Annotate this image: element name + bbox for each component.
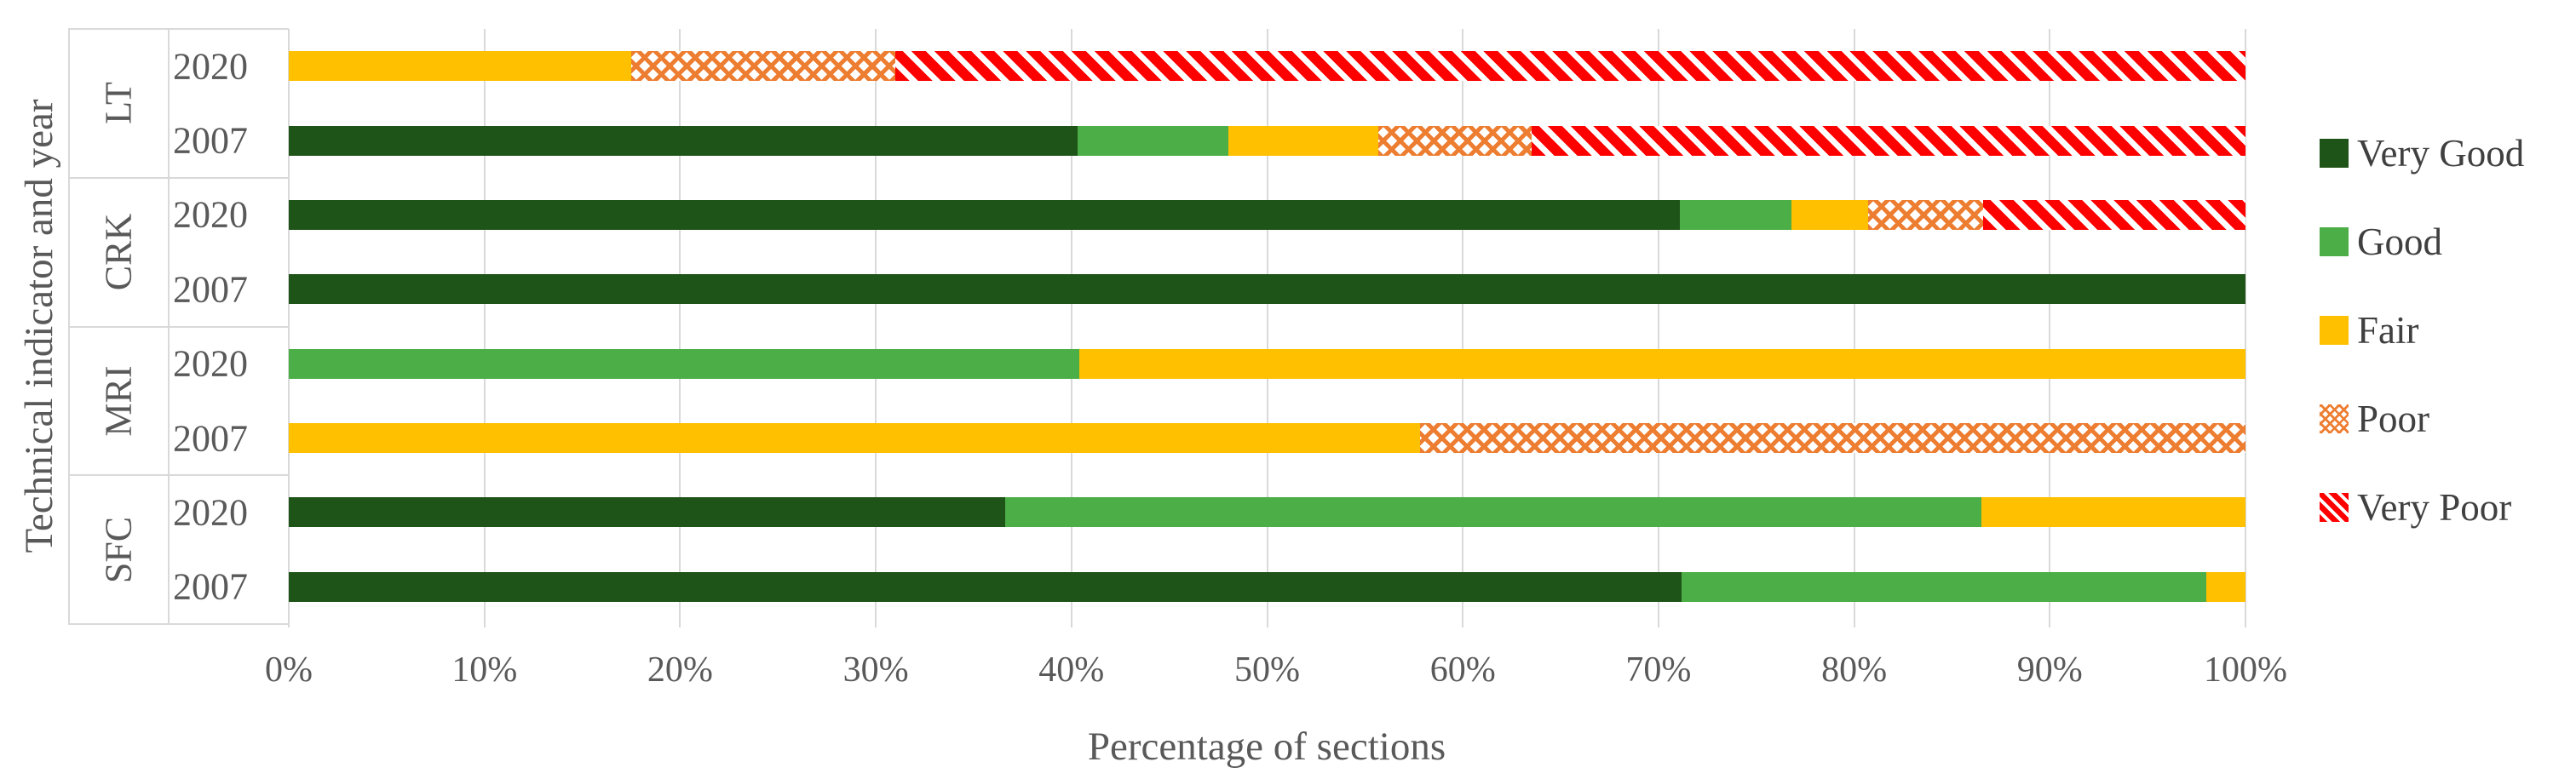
year-label: 2007 <box>173 417 248 460</box>
segment-good <box>1680 199 1792 230</box>
gridline-10% <box>483 29 486 627</box>
bar-MRI-2020 <box>289 348 2245 379</box>
bar-SFC-2007 <box>289 571 2245 602</box>
x-tick-label-50%: 50% <box>1234 650 1300 690</box>
gridline-90% <box>2049 29 2051 627</box>
y-axis-title: Technical indicator and year <box>17 99 61 553</box>
segment-fair <box>2206 571 2245 602</box>
bar-CRK-2020 <box>289 199 2245 230</box>
segment-very_good <box>289 274 2245 305</box>
category-table-border-horizontal <box>68 176 289 179</box>
segment-very_poor <box>1983 199 2245 230</box>
very-good-swatch-icon <box>2320 139 2349 168</box>
gridline-0% <box>288 29 290 627</box>
segment-good <box>1077 125 1228 156</box>
legend-item-fair: Fair <box>2320 308 2419 352</box>
x-tick-label-60%: 60% <box>1429 650 1496 690</box>
year-label: 2020 <box>173 193 248 236</box>
category-table-border-horizontal <box>68 28 289 30</box>
poor-swatch-icon <box>2320 404 2349 433</box>
year-label: 2020 <box>173 491 248 534</box>
good-swatch-icon <box>2320 227 2349 256</box>
x-tick-label-40%: 40% <box>1038 650 1105 690</box>
segment-fair <box>289 423 1420 454</box>
segment-poor <box>1378 125 1532 156</box>
gridline-100% <box>2245 29 2246 627</box>
gridline-20% <box>679 29 681 627</box>
very-poor-swatch-icon <box>2320 493 2349 522</box>
segment-very_poor <box>1531 125 2245 156</box>
x-tick-label-30%: 30% <box>842 650 909 690</box>
x-axis-title: Percentage of sections <box>1087 725 1446 769</box>
category-table-border-horizontal <box>68 325 289 328</box>
group-label-CRK: CRK <box>97 213 140 291</box>
fair-swatch-icon <box>2320 316 2349 345</box>
segment-very_good <box>289 125 1078 156</box>
legend-item-good: Good <box>2320 220 2442 264</box>
gridline-60% <box>1462 29 1464 627</box>
legend-label: Good <box>2357 221 2442 263</box>
segment-fair <box>1981 497 2245 528</box>
legend-label: Very Poor <box>2357 486 2512 529</box>
x-tick-label-0%: 0% <box>265 650 313 690</box>
year-label: 2020 <box>173 342 248 385</box>
bar-MRI-2007 <box>289 423 2245 454</box>
group-label-MRI: MRI <box>97 365 140 437</box>
gridline-30% <box>875 29 877 627</box>
segment-poor <box>1419 423 2245 454</box>
legend-label: Poor <box>2357 398 2430 440</box>
segment-very_poor <box>895 51 2245 82</box>
year-label: 2007 <box>173 119 248 162</box>
legend-item-very_poor: Very Poor <box>2320 485 2511 530</box>
category-table-border-horizontal <box>68 474 289 477</box>
segment-good <box>1004 497 1981 528</box>
legend-item-very_good: Very Good <box>2320 131 2524 175</box>
segment-fair <box>1228 125 1379 156</box>
group-label-SFC: SFC <box>97 516 140 583</box>
category-table-border-horizontal <box>68 623 289 625</box>
bar-CRK-2007 <box>289 274 2245 305</box>
group-label-LT: LT <box>97 82 140 125</box>
gridline-50% <box>1266 29 1268 627</box>
segment-fair <box>1791 199 1868 230</box>
legend-label: Very Good <box>2357 132 2525 175</box>
x-tick-label-10%: 10% <box>451 650 518 690</box>
segment-good <box>1682 571 2207 602</box>
bar-LT-2007 <box>289 125 2245 156</box>
segment-good <box>289 348 1079 379</box>
year-label: 2020 <box>173 45 248 88</box>
x-tick-label-80%: 80% <box>1821 650 1888 690</box>
segment-very_good <box>289 571 1682 602</box>
bar-SFC-2020 <box>289 497 2245 528</box>
x-tick-label-20%: 20% <box>647 650 713 690</box>
bar-LT-2020 <box>289 51 2245 82</box>
segment-very_good <box>289 497 1005 528</box>
legend-item-poor: Poor <box>2320 397 2429 441</box>
segment-poor <box>1867 199 1984 230</box>
x-tick-label-100%: 100% <box>2204 650 2287 690</box>
segment-fair <box>289 51 631 82</box>
segment-poor <box>630 51 896 82</box>
year-label: 2007 <box>173 268 248 311</box>
x-tick-label-70%: 70% <box>1625 650 1692 690</box>
gridline-40% <box>1070 29 1072 627</box>
gridline-70% <box>1657 29 1659 627</box>
gridline-80% <box>1853 29 1855 627</box>
segment-fair <box>1078 348 2245 379</box>
year-label: 2007 <box>173 565 248 608</box>
x-tick-label-90%: 90% <box>2016 650 2083 690</box>
segment-very_good <box>289 199 1681 230</box>
legend-label: Fair <box>2357 309 2419 352</box>
